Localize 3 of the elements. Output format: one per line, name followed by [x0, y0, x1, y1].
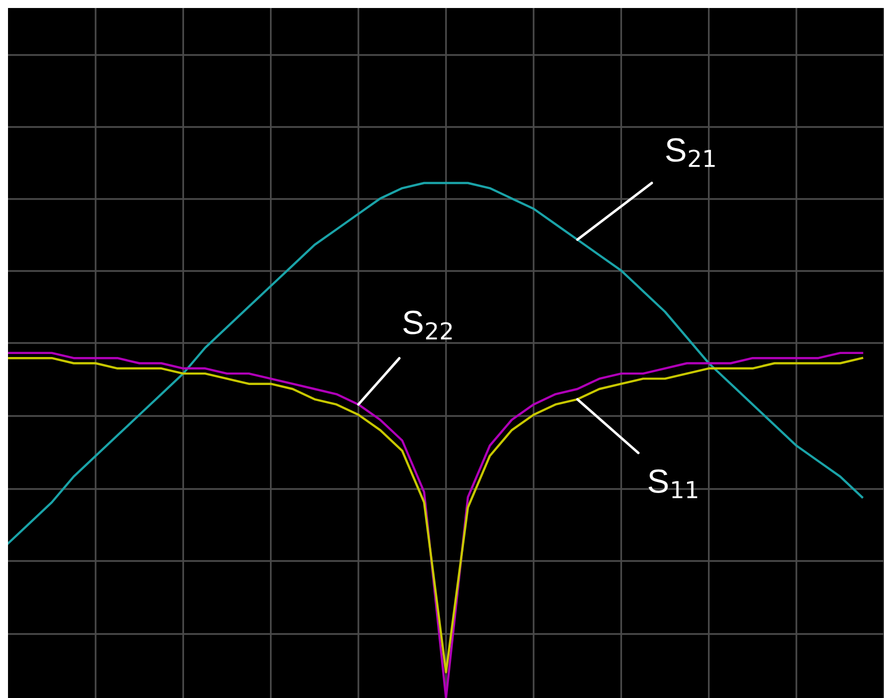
text: S$_{11}$	[648, 469, 698, 498]
text: S$_{21}$	[666, 138, 715, 167]
text: S$_{22}$	[403, 310, 452, 340]
